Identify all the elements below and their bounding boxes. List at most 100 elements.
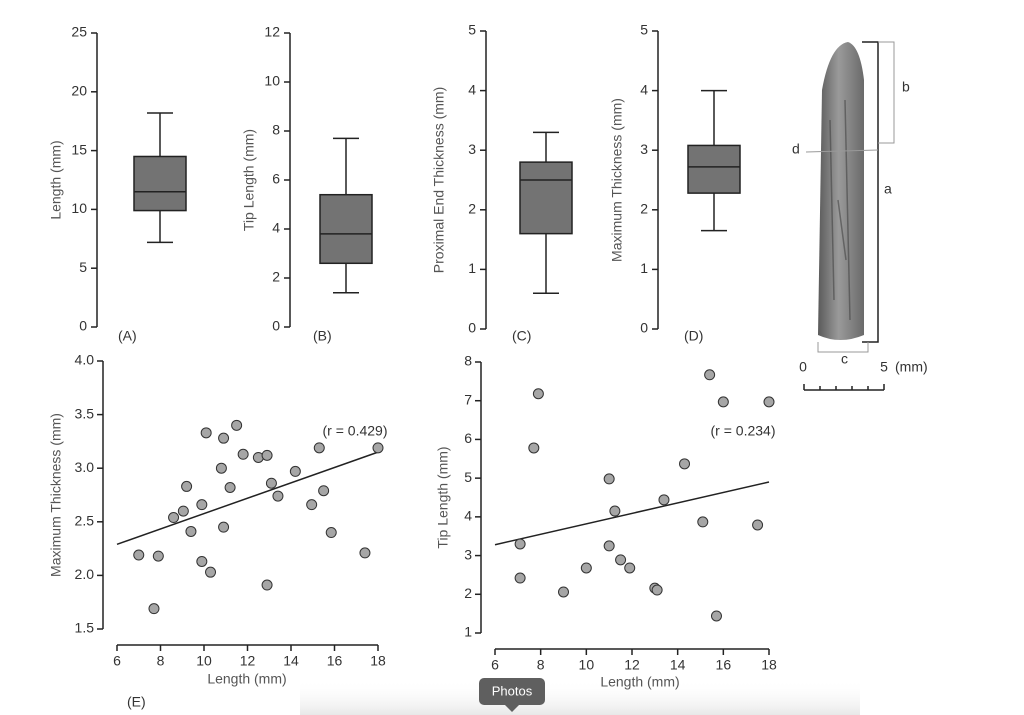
point (763, 396, 775, 408)
x-tick-label: 10 (196, 653, 212, 669)
point (717, 396, 729, 408)
y-tick-label: 6 (464, 430, 472, 446)
y-axis-label: Tip Length (mm) (241, 129, 257, 231)
y-tick-label: 4 (464, 508, 472, 524)
point (359, 547, 371, 559)
point (185, 525, 197, 537)
y-tick-label: 1.5 (75, 620, 95, 636)
bottom-fade (300, 680, 860, 715)
y-tick-label: 2 (640, 201, 648, 217)
y-axis-label: Length (mm) (48, 140, 64, 219)
point (133, 549, 145, 561)
point (218, 521, 230, 533)
point (603, 540, 615, 552)
y-tick-label: 2.0 (75, 566, 95, 582)
point (152, 550, 164, 562)
y-tick-label: 4.0 (75, 352, 95, 368)
y-tick-label: 4 (640, 81, 648, 97)
point (218, 432, 230, 444)
point (265, 477, 277, 489)
scale-end: 5 (880, 359, 888, 375)
panel-label: (C) (512, 328, 531, 344)
y-axis-label: Tip Length (mm) (435, 446, 451, 548)
point (651, 584, 663, 596)
point (658, 494, 670, 506)
scale-start: 0 (799, 359, 807, 375)
point (679, 458, 691, 470)
y-tick-label: 2.5 (75, 513, 95, 529)
y-tick-label: 3.0 (75, 459, 95, 475)
y-axis-label: Maximum Thickness (mm) (609, 98, 625, 262)
x-tick-label: 18 (370, 653, 386, 669)
point (624, 562, 636, 574)
y-tick-label: 3 (468, 141, 476, 157)
y-tick-label: 5 (468, 22, 476, 38)
box (687, 144, 741, 194)
point (609, 505, 621, 517)
point (237, 448, 249, 460)
x-tick-label: 16 (716, 657, 732, 673)
point (148, 603, 160, 615)
specimen-photo (818, 42, 864, 340)
panel-label: (E) (127, 694, 146, 710)
y-tick-label: 15 (71, 141, 87, 157)
point (697, 516, 709, 528)
y-tick-label: 0 (640, 320, 648, 336)
y-tick-label: 4 (272, 220, 280, 236)
y-tick-label: 1 (464, 624, 472, 640)
point (325, 527, 337, 539)
point (704, 369, 716, 381)
x-tick-label: 18 (761, 657, 777, 673)
panel-label: (B) (313, 328, 332, 344)
point (580, 562, 592, 574)
trend-line (494, 481, 770, 546)
point (224, 481, 236, 493)
y-tick-label: 0 (468, 320, 476, 336)
box (319, 193, 373, 265)
y-tick-label: 7 (464, 391, 472, 407)
y-axis-label: Proximal End Thickness (mm) (431, 87, 447, 273)
label-d: d (792, 141, 800, 157)
y-tick-label: 2 (464, 585, 472, 601)
x-tick-label: 6 (113, 653, 121, 669)
point (313, 442, 325, 454)
point (528, 442, 540, 454)
x-tick-label: 8 (157, 653, 165, 669)
photos-button[interactable]: Photos (479, 678, 545, 712)
y-tick-label: 1 (468, 260, 476, 276)
point (200, 427, 212, 439)
trend-line (116, 451, 379, 546)
y-tick-label: 3.5 (75, 405, 95, 421)
photos-button-label[interactable]: Photos (492, 683, 533, 698)
x-tick-label: 12 (624, 657, 640, 673)
x-tick-label: 14 (670, 657, 686, 673)
x-tick-label: 16 (327, 653, 343, 669)
point (261, 449, 273, 461)
x-tick-label: 14 (283, 653, 299, 669)
label-c: c (841, 351, 848, 367)
y-axis-label: Maximum Thickness (mm) (48, 413, 64, 577)
specimen-brackets (803, 41, 895, 391)
point (177, 505, 189, 517)
x-tick-label: 10 (579, 657, 595, 673)
point (181, 480, 193, 492)
point (514, 572, 526, 584)
y-tick-label: 1 (640, 260, 648, 276)
point (196, 555, 208, 567)
box (519, 161, 573, 235)
y-tick-label: 12 (264, 24, 280, 40)
annotation: (r = 0.234) (711, 423, 776, 439)
point (272, 490, 284, 502)
label-b: b (902, 79, 910, 95)
point (514, 538, 526, 550)
point (215, 462, 227, 474)
y-tick-label: 5 (79, 259, 87, 275)
point (196, 499, 208, 511)
label-a: a (884, 181, 892, 197)
point (168, 512, 180, 524)
scale-unit: (mm) (895, 359, 928, 375)
y-tick-label: 0 (79, 318, 87, 334)
x-axis-label: Length (mm) (207, 671, 286, 687)
point (231, 419, 243, 431)
y-tick-label: 3 (464, 546, 472, 562)
